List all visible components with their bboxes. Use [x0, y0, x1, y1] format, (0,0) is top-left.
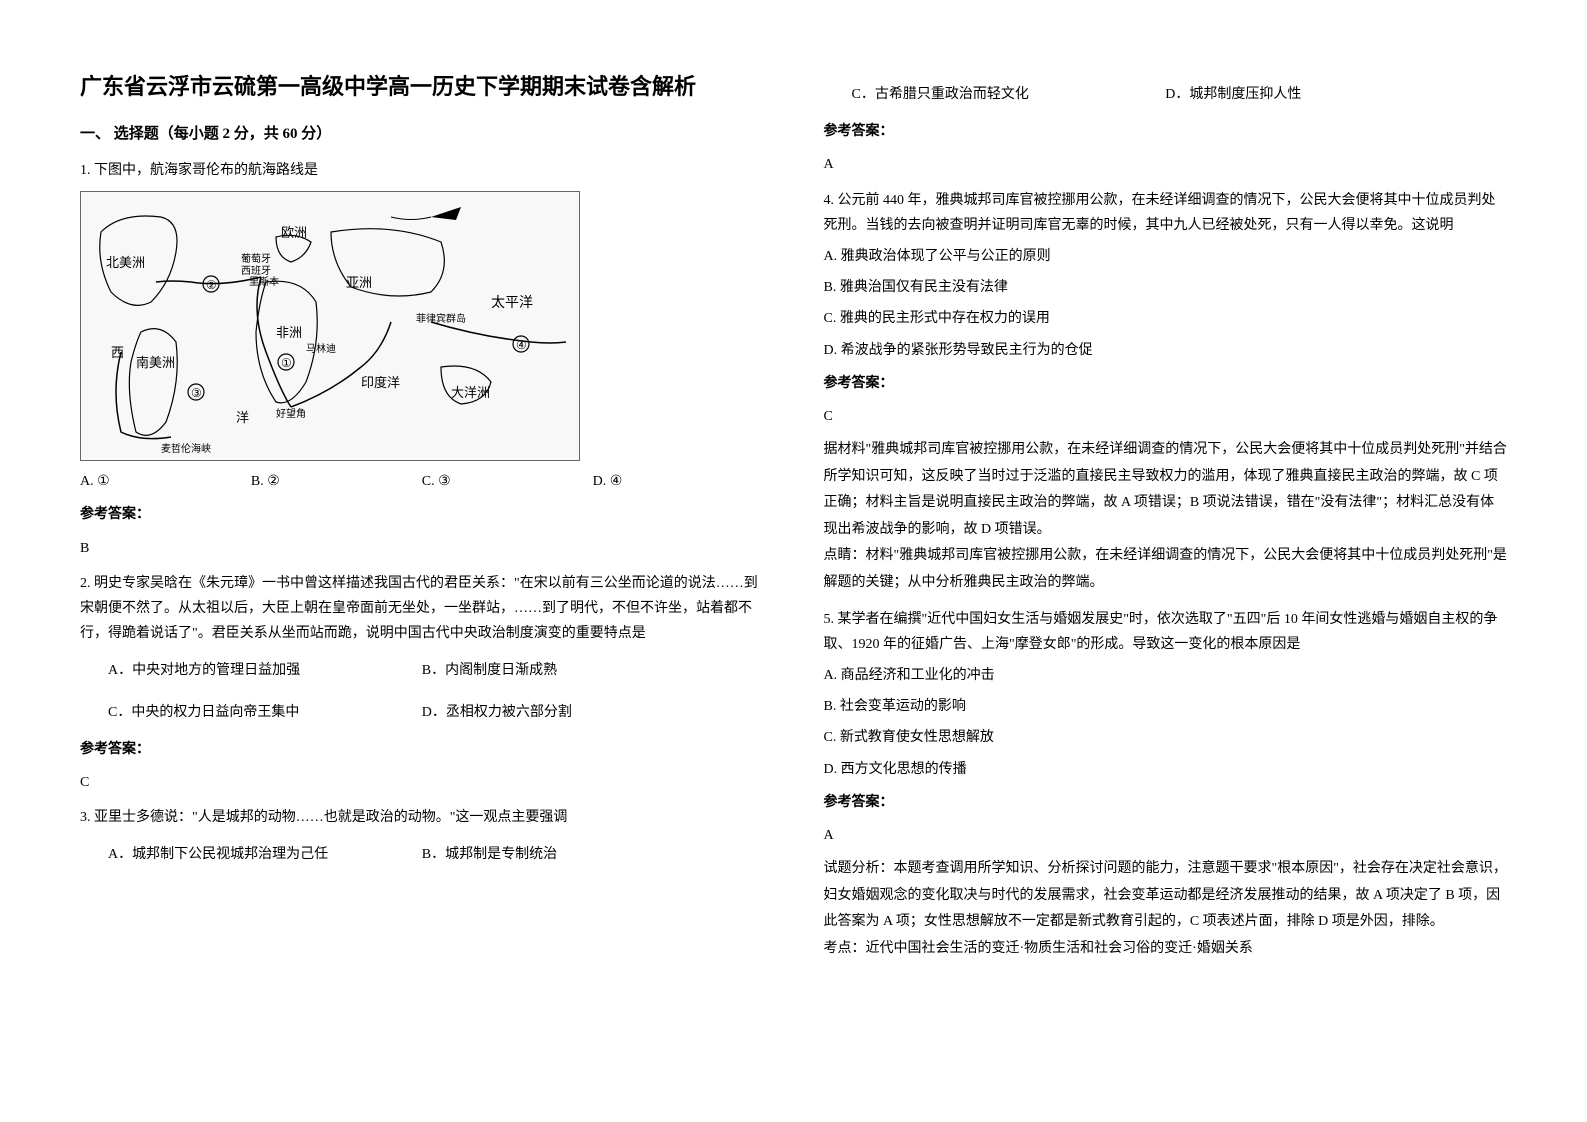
map-label-af: 非洲	[276, 325, 302, 340]
map-marker-2: ②	[206, 278, 217, 292]
q2-text: 2. 明史专家吴晗在《朱元璋》一书中曾这样描述我国古代的君臣关系："在宋以前有三…	[80, 571, 764, 647]
q2-opt-c: C．中央的权力日益向帝王集中	[80, 696, 422, 729]
q3-options-row1: A．城邦制下公民视城邦治理为己任 B．城邦制是专制统治	[80, 838, 764, 871]
q3-opt-c: C．古希腊只重政治而轻文化	[824, 78, 1166, 111]
map-marker-3: ③	[191, 386, 202, 400]
q4-opt-b: B. 雅典治国仅有民主没有法律	[824, 275, 1508, 300]
map-label-as: 亚洲	[346, 275, 372, 290]
question-2: 2. 明史专家吴晗在《朱元璋》一书中曾这样描述我国古代的君臣关系："在宋以前有三…	[80, 571, 764, 795]
q3-answer: A	[824, 152, 1508, 177]
question-1: 1. 下图中，航海家哥伦布的航海路线是 北美洲 南美洲 欧洲 葡萄牙 西班牙 里…	[80, 158, 764, 561]
q4-text: 4. 公元前 440 年，雅典城邦司库官被控挪用公款，在未经详细调查的情况下，公…	[824, 188, 1508, 238]
q4-opt-c: C. 雅典的民主形式中存在权力的误用	[824, 306, 1508, 331]
map-label-atl-prefix: 西	[111, 345, 124, 360]
q2-opt-a: A．中央对地方的管理日益加强	[80, 654, 422, 687]
q1-opt-d: D. ④	[593, 469, 764, 494]
q5-analysis2: 考点：近代中国社会生活的变迁·物质生活和社会习俗的变迁·婚姻关系	[824, 936, 1508, 963]
map-label-eu: 欧洲	[281, 225, 307, 240]
q5-opt-d: D. 西方文化思想的传播	[824, 757, 1508, 782]
world-map-svg: 北美洲 南美洲 欧洲 葡萄牙 西班牙 里斯本 非洲 马林迪 好望角 亚洲 菲律宾…	[81, 192, 579, 460]
right-column: C．古希腊只重政治而轻文化 D．城邦制度压抑人性 参考答案： A 4. 公元前 …	[794, 70, 1538, 1082]
q3-opt-a: A．城邦制下公民视城邦治理为己任	[80, 838, 422, 871]
q3-text: 3. 亚里士多德说："人是城邦的动物……也就是政治的动物。"这一观点主要强调	[80, 805, 764, 830]
q5-opt-a: A. 商品经济和工业化的冲击	[824, 663, 1508, 688]
question-4: 4. 公元前 440 年，雅典城邦司库官被控挪用公款，在未经详细调查的情况下，公…	[824, 188, 1508, 597]
question-5: 5. 某学者在编撰"近代中国妇女生活与婚姻发展史"时，依次选取了"五四"后 10…	[824, 607, 1508, 963]
question-3-partial: 3. 亚里士多德说："人是城邦的动物……也就是政治的动物。"这一观点主要强调 A…	[80, 805, 764, 871]
q2-options-row2: C．中央的权力日益向帝王集中 D．丞相权力被六部分割	[80, 696, 764, 729]
q3-answer-label: 参考答案：	[824, 119, 1508, 144]
q1-answer: B	[80, 536, 764, 561]
question-3-continued: C．古希腊只重政治而轻文化 D．城邦制度压抑人性 参考答案： A	[824, 78, 1508, 178]
q1-options: A. ① B. ② C. ③ D. ④	[80, 469, 764, 494]
q4-analysis2: 点睛：材料"雅典城邦司库官被控挪用公款，在未经详细调查的情况下，公民大会便将其中…	[824, 543, 1508, 596]
map-marker-1: ①	[281, 356, 292, 370]
q5-analysis1: 试题分析：本题考查调用所学知识、分析探讨问题的能力，注意题干要求"根本原因"，社…	[824, 856, 1508, 936]
q5-answer: A	[824, 823, 1508, 848]
q2-opt-d: D．丞相权力被六部分割	[422, 696, 764, 729]
q4-analysis1: 据材料"雅典城邦司库官被控挪用公款，在未经详细调查的情况下，公民大会便将其中十位…	[824, 437, 1508, 543]
map-label-es: 西班牙	[241, 265, 271, 277]
q1-opt-b: B. ②	[251, 469, 422, 494]
q4-opt-d: D. 希波战争的紧张形势导致民主行为的仓促	[824, 338, 1508, 363]
q4-opt-a: A. 雅典政治体现了公平与公正的原则	[824, 244, 1508, 269]
map-label-pacific: 太平洋	[491, 295, 533, 311]
q3-opt-d: D．城邦制度压抑人性	[1165, 78, 1507, 111]
q1-text: 1. 下图中，航海家哥伦布的航海路线是	[80, 158, 764, 183]
map-label-ph: 菲律宾群岛	[416, 312, 466, 325]
q3-opt-b: B．城邦制是专制统治	[422, 838, 764, 871]
q2-answer: C	[80, 770, 764, 795]
q1-opt-c: C. ③	[422, 469, 593, 494]
map-marker-4: ④	[516, 338, 527, 352]
map-label-ocean: 洋	[236, 410, 249, 425]
map-image: 北美洲 南美洲 欧洲 葡萄牙 西班牙 里斯本 非洲 马林迪 好望角 亚洲 菲律宾…	[80, 191, 580, 461]
q2-answer-label: 参考答案：	[80, 737, 764, 762]
map-label-gh: 好望角	[276, 407, 306, 420]
q1-opt-a: A. ①	[80, 469, 251, 494]
q5-opt-c: C. 新式教育使女性思想解放	[824, 725, 1508, 750]
q4-answer-label: 参考答案：	[824, 371, 1508, 396]
map-label-ms: 麦哲伦海峡	[161, 442, 211, 455]
q1-answer-label: 参考答案：	[80, 502, 764, 527]
map-label-na: 北美洲	[106, 255, 145, 270]
q5-opt-b: B. 社会变革运动的影响	[824, 694, 1508, 719]
q2-opt-b: B．内阁制度日渐成熟	[422, 654, 764, 687]
map-label-sa: 南美洲	[136, 355, 175, 370]
q5-text: 5. 某学者在编撰"近代中国妇女生活与婚姻发展史"时，依次选取了"五四"后 10…	[824, 607, 1508, 657]
q5-answer-label: 参考答案：	[824, 790, 1508, 815]
q3-options-row2: C．古希腊只重政治而轻文化 D．城邦制度压抑人性	[824, 78, 1508, 111]
exam-title: 广东省云浮市云硫第一高级中学高一历史下学期期末试卷含解析	[80, 70, 764, 103]
q4-answer: C	[824, 404, 1508, 429]
map-label-au: 大洋洲	[451, 385, 490, 400]
left-column: 广东省云浮市云硫第一高级中学高一历史下学期期末试卷含解析 一、 选择题（每小题 …	[50, 70, 794, 1082]
map-label-malindi: 马林迪	[306, 342, 336, 355]
map-label-pt: 葡萄牙	[241, 252, 271, 265]
map-label-indian: 印度洋	[361, 375, 400, 390]
section-1-header: 一、 选择题（每小题 2 分，共 60 分）	[80, 121, 764, 148]
q2-options-row1: A．中央对地方的管理日益加强 B．内阁制度日渐成熟	[80, 654, 764, 687]
